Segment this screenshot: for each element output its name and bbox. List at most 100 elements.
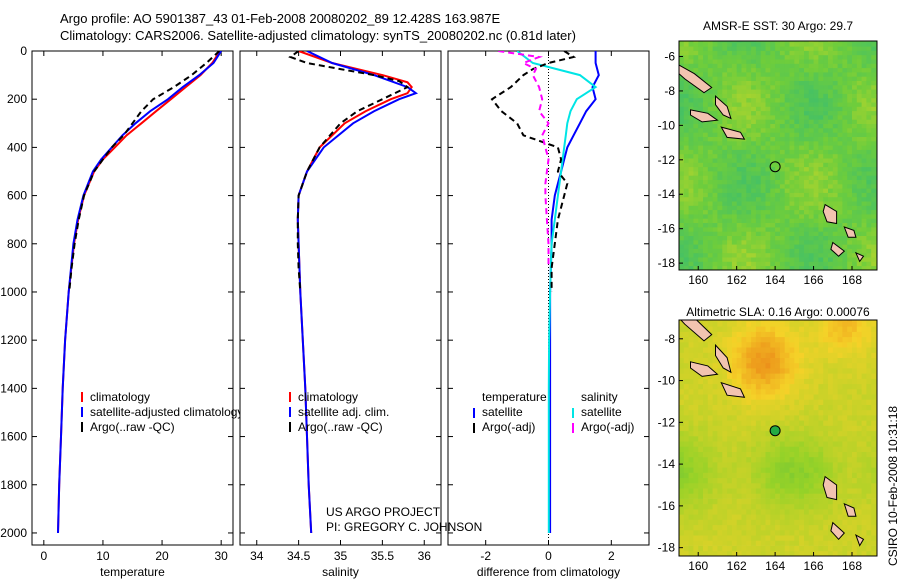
map-cell xyxy=(823,41,829,43)
map-cell xyxy=(703,162,709,168)
map-cell xyxy=(683,265,689,270)
map-cell xyxy=(683,205,689,211)
map-cell xyxy=(698,222,704,228)
map-cell xyxy=(842,265,848,270)
map-cell xyxy=(693,477,699,484)
map-cell xyxy=(693,188,699,193)
map-cell xyxy=(823,89,829,94)
map-cell xyxy=(799,524,805,531)
map-cell xyxy=(736,110,742,116)
map-cell xyxy=(707,257,713,262)
map-cell xyxy=(731,456,738,463)
map-cell xyxy=(808,93,814,99)
map-cell xyxy=(866,132,872,137)
map-cell xyxy=(741,535,747,541)
map-cell xyxy=(751,535,757,541)
map-cell xyxy=(746,373,752,379)
map-cell xyxy=(717,231,723,236)
map-cell xyxy=(789,378,795,385)
map-cell xyxy=(852,441,858,447)
map-cell xyxy=(799,244,805,249)
map-cell xyxy=(731,115,738,120)
map-cell xyxy=(832,550,838,556)
map-cell xyxy=(703,514,709,520)
map-cell xyxy=(722,179,728,185)
map-cell xyxy=(804,175,810,180)
map-cell xyxy=(736,179,742,185)
map-cell xyxy=(866,205,872,211)
map-cell xyxy=(775,341,781,348)
map-cell xyxy=(736,404,742,411)
map-cell xyxy=(789,166,795,172)
map-cell xyxy=(755,394,762,400)
map-cell xyxy=(707,482,713,489)
map-cell xyxy=(722,214,728,219)
map-cell xyxy=(818,171,824,176)
map-cell xyxy=(679,509,685,515)
map-cell xyxy=(736,446,742,452)
map-cell xyxy=(856,123,862,129)
map-cell xyxy=(751,373,757,379)
map-cell xyxy=(842,399,848,405)
map-cell xyxy=(823,409,829,416)
map-cell xyxy=(852,341,858,348)
map-cell xyxy=(688,420,694,426)
map-cell xyxy=(751,119,757,124)
map-cell xyxy=(751,252,757,258)
map-cell xyxy=(712,257,718,262)
map-cell xyxy=(746,115,752,120)
map-cell xyxy=(707,188,713,193)
map-cell xyxy=(712,394,718,400)
map-cell xyxy=(808,235,814,241)
map-cell xyxy=(842,158,848,163)
map-cell xyxy=(866,140,872,146)
map-cell xyxy=(741,59,747,64)
map-cell xyxy=(804,162,810,168)
map-cell xyxy=(779,50,786,56)
map-cell xyxy=(698,462,704,468)
map-cell xyxy=(784,326,790,332)
map-cell xyxy=(794,252,800,258)
map-cell xyxy=(736,115,742,120)
map-cell xyxy=(789,89,795,94)
map-cell xyxy=(698,67,704,73)
map-cell xyxy=(861,201,867,206)
map-cell xyxy=(775,188,781,193)
map-cell xyxy=(856,183,862,189)
map-cell xyxy=(847,373,853,379)
map-cell xyxy=(784,209,790,215)
map-cell xyxy=(703,482,709,489)
map-cell xyxy=(683,524,689,531)
map-cell xyxy=(856,205,862,211)
map-cell xyxy=(852,59,858,64)
map-cell xyxy=(712,231,718,236)
map-cell xyxy=(770,321,776,327)
map-cell xyxy=(852,261,858,267)
map-cell xyxy=(717,550,723,556)
map-cell xyxy=(736,540,742,546)
map-cell xyxy=(861,331,867,338)
map-cell xyxy=(856,244,862,249)
map-cell xyxy=(693,430,699,437)
map-cell xyxy=(755,171,762,176)
map-cell xyxy=(703,192,709,198)
map-cell xyxy=(760,446,766,452)
map-cell xyxy=(837,257,843,262)
map-cell xyxy=(775,123,781,129)
map-cell xyxy=(736,261,742,267)
map-cell xyxy=(794,261,800,267)
map-cell xyxy=(698,535,704,541)
map-cell xyxy=(789,97,795,103)
map-cell xyxy=(847,218,853,223)
map-cell xyxy=(837,171,843,176)
map-cell xyxy=(679,50,685,56)
map-cell xyxy=(871,188,877,193)
map-cell xyxy=(712,529,718,536)
map-cell xyxy=(727,67,733,73)
map-cell xyxy=(779,72,786,77)
map-cell xyxy=(722,545,728,552)
map-cell xyxy=(722,477,728,484)
map-cell xyxy=(794,368,800,374)
map-cell xyxy=(842,482,848,489)
map-cell xyxy=(832,472,838,479)
